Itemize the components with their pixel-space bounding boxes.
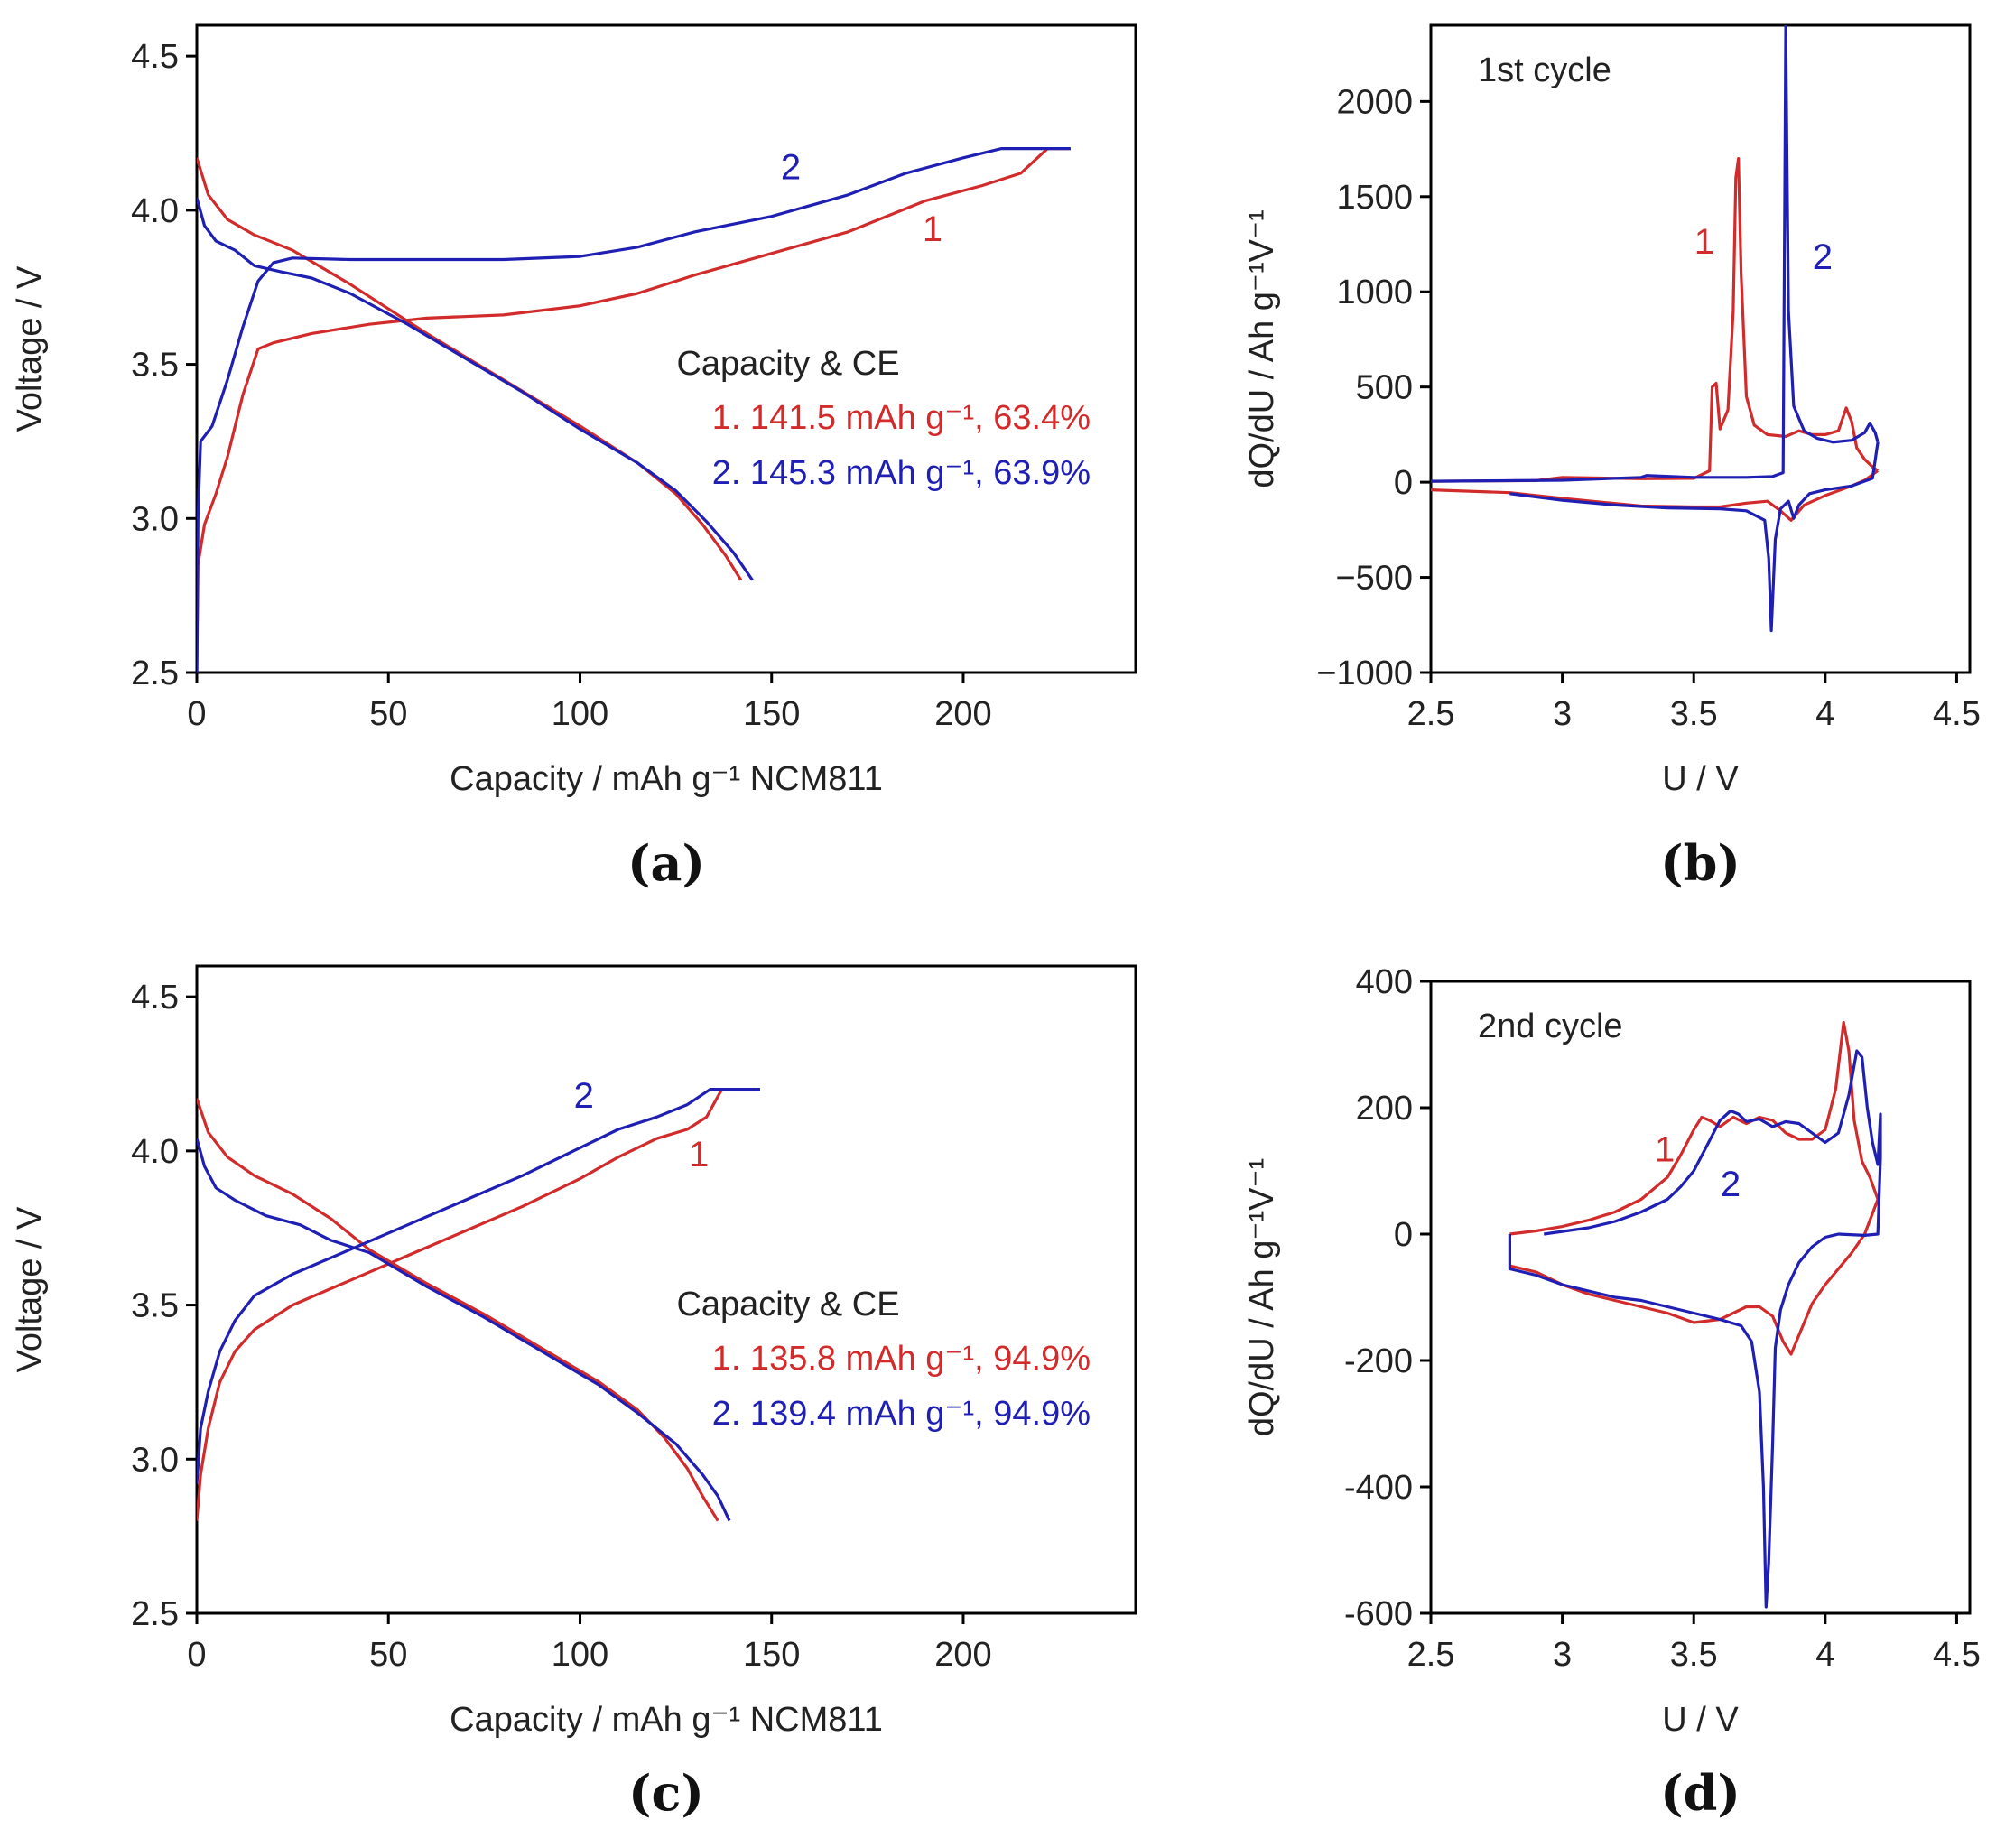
x-tick-label: 200	[934, 1636, 991, 1674]
y-tick-label: 0	[1394, 464, 1413, 502]
legend-entry-2: 2. 145.3 mAh g⁻¹, 63.9%	[712, 454, 1091, 492]
y-tick-label: −500	[1335, 560, 1413, 598]
series-1-line	[197, 1098, 719, 1522]
curve-label-1: 1	[689, 1135, 709, 1175]
panel-label: (a)	[627, 834, 705, 892]
plot-frame	[1429, 980, 1972, 1615]
y-tick-label: -600	[1344, 1595, 1413, 1633]
y-tick-label: 3.5	[131, 1287, 179, 1325]
series-2-line	[197, 147, 1071, 673]
x-tick-label: 150	[743, 1636, 800, 1674]
y-tick-label: 0	[1394, 1216, 1413, 1254]
y-axis-label: dQ/dU / Ah g⁻¹V⁻¹	[1243, 209, 1281, 488]
x-tick-label: 0	[187, 1636, 206, 1674]
series-2-line	[1431, 25, 1880, 483]
y-tick-label: 2.5	[131, 655, 179, 692]
x-tick-label: 200	[934, 695, 991, 733]
x-tick-label: 4.5	[1933, 695, 1981, 733]
x-tick-label: 2.5	[1407, 1636, 1455, 1674]
x-tick-label: 100	[552, 1636, 608, 1674]
plot-frame	[195, 23, 1137, 674]
y-tick-label: -200	[1344, 1342, 1413, 1380]
x-tick-label: 150	[743, 695, 800, 733]
x-tick-label: 50	[369, 695, 407, 733]
x-tick-label: 4.5	[1933, 1636, 1981, 1674]
series-2-line	[1509, 441, 1880, 633]
y-tick-label: 4.5	[131, 38, 179, 76]
curve-label-1: 1	[1655, 1130, 1675, 1170]
panel-label: (c)	[628, 1764, 704, 1822]
series-1-line	[1509, 1198, 1880, 1356]
y-axis-label: Voltage / V	[11, 1206, 49, 1372]
x-tick-label: 0	[187, 695, 206, 733]
y-axis-label: dQ/dU / Ah g⁻¹V⁻¹	[1243, 1158, 1281, 1436]
inset-title: 1st cycle	[1478, 51, 1611, 89]
x-tick-label: 3	[1553, 695, 1572, 733]
curve-label-1: 1	[923, 209, 942, 249]
y-tick-label: 3.0	[131, 500, 179, 538]
x-tick-label: 50	[369, 1636, 407, 1674]
y-tick-label: 400	[1356, 963, 1413, 1001]
series-2-line	[197, 1088, 760, 1484]
curve-label-2: 2	[1721, 1165, 1741, 1204]
x-axis-label: Capacity / mAh g⁻¹ NCM811	[450, 760, 883, 798]
panel-label: (d)	[1660, 1764, 1741, 1822]
x-tick-label: 2.5	[1407, 695, 1455, 733]
series-1-line	[1509, 1020, 1880, 1236]
y-tick-label: 4.0	[131, 192, 179, 230]
y-tick-label: 2000	[1336, 83, 1413, 121]
y-tick-label: 4.5	[131, 979, 179, 1017]
x-tick-label: 3.5	[1670, 1636, 1718, 1674]
chart-panel-b: 2.5 3 3.5 4 4.5 −1000 −500 0 500 1000 1500 2000 U / …	[1243, 23, 1981, 892]
series-2-line	[197, 197, 754, 581]
y-tick-label: -400	[1344, 1469, 1413, 1507]
y-tick-label: 200	[1356, 1090, 1413, 1128]
series-2-line	[197, 1138, 731, 1522]
series-1-line	[197, 1088, 760, 1521]
x-axis-label: U / V	[1662, 760, 1739, 798]
y-tick-label: 1000	[1336, 274, 1413, 311]
legend-entry-1: 1. 141.5 mAh g⁻¹, 63.4%	[712, 399, 1091, 437]
series-1-line	[1431, 157, 1880, 483]
series-1-line	[197, 147, 1071, 673]
chart-panel-d: 2.5 3 3.5 4 4.5 -600 -400 -200 0 200 400 U / V dQ/dU…	[1243, 963, 1981, 1822]
y-tick-label: 3.5	[131, 347, 179, 385]
inset-title: 2nd cycle	[1478, 1008, 1623, 1045]
y-tick-label: 4.0	[131, 1133, 179, 1171]
y-tick-label: −1000	[1316, 655, 1413, 692]
legend-title: Capacity & CE	[676, 1286, 899, 1323]
series-1-line	[1431, 469, 1880, 522]
panel-label: (b)	[1660, 834, 1741, 892]
curve-label-1: 1	[1694, 222, 1714, 262]
x-tick-label: 3	[1553, 1636, 1572, 1674]
x-tick-label: 4	[1815, 695, 1834, 733]
x-axis-label: Capacity / mAh g⁻¹ NCM811	[450, 1701, 883, 1739]
curve-label-2: 2	[781, 148, 801, 188]
chart-panel-a: 0 50 100 150 200 2.5 3.0 3.5 4.0 4.5 Capacity / mA…	[11, 23, 1137, 892]
y-tick-label: 500	[1356, 369, 1413, 407]
y-tick-label: 3.0	[131, 1441, 179, 1479]
x-tick-label: 100	[552, 695, 608, 733]
x-axis-label: U / V	[1662, 1701, 1739, 1739]
x-tick-label: 3.5	[1670, 695, 1718, 733]
plot-frame	[1429, 23, 1972, 674]
legend-title: Capacity & CE	[676, 345, 899, 383]
curve-label-2: 2	[574, 1076, 594, 1116]
plot-frame	[195, 964, 1137, 1615]
series-1-line	[197, 157, 743, 581]
y-tick-label: 1500	[1336, 179, 1413, 217]
y-tick-label: 2.5	[131, 1595, 179, 1633]
y-axis-label: Voltage / V	[11, 265, 49, 432]
legend-entry-1: 1. 135.8 mAh g⁻¹, 94.9%	[712, 1340, 1091, 1378]
chart-panel-c: 0 50 100 150 200 2.5 3.0 3.5 4.0 4.5 Capacity / mA…	[11, 964, 1137, 1822]
x-tick-label: 4	[1815, 1636, 1834, 1674]
curve-label-2: 2	[1813, 237, 1833, 277]
series-2-line	[1543, 1049, 1882, 1236]
legend-entry-2: 2. 139.4 mAh g⁻¹, 94.9%	[712, 1395, 1091, 1433]
series-2-line	[1508, 1157, 1882, 1609]
